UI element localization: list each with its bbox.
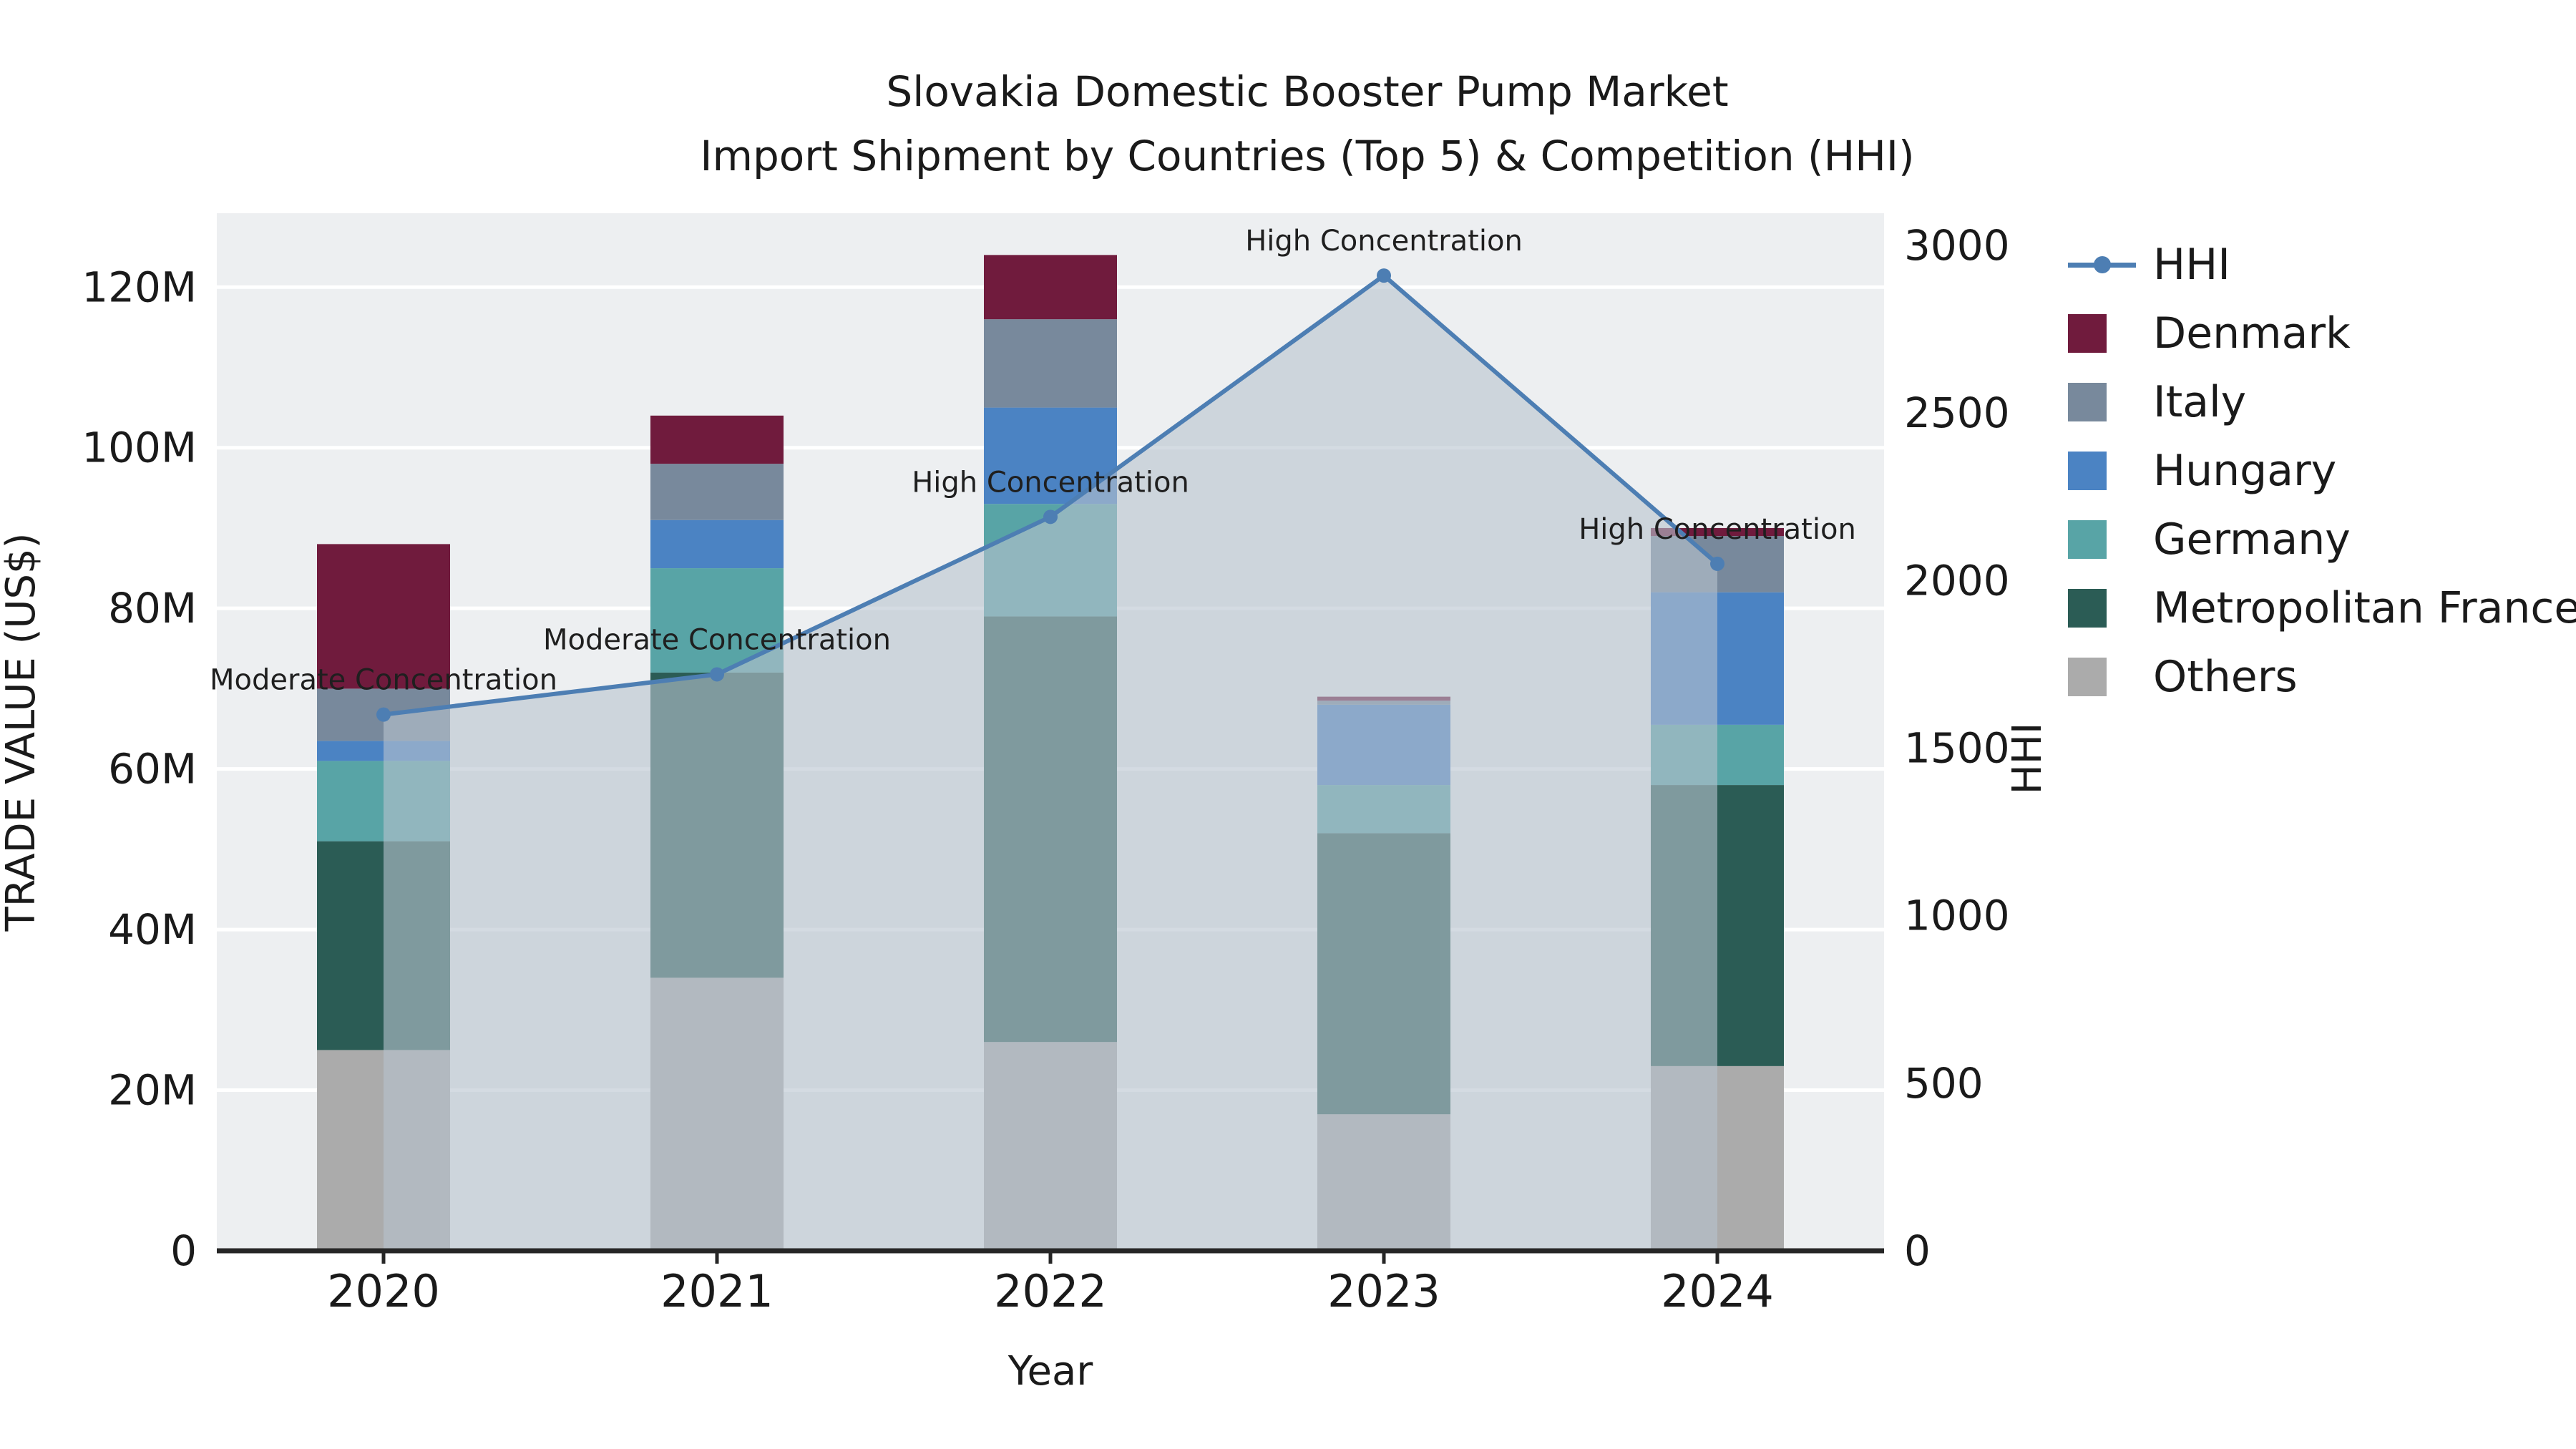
hhi-area: [384, 275, 1717, 1251]
left-tick-label: 100M: [82, 424, 197, 472]
annotation-2023: High Concentration: [1245, 225, 1523, 258]
legend-swatch-germany: [2068, 520, 2107, 559]
hhi-marker-2020: [376, 707, 391, 722]
bar-segment-denmark-2022: [984, 255, 1117, 320]
legend-sample-area: [2068, 658, 2136, 696]
hhi-line-sample-icon: [2068, 256, 2136, 273]
x-tick-label-2023: 2023: [1327, 1265, 1440, 1317]
legend: HHI Denmark Italy Hungary Germany Metropolita…: [2068, 230, 2576, 711]
left-tick-label: 120M: [82, 263, 197, 311]
legend-swatch-metropolitan-france: [2068, 589, 2107, 628]
annotation-2020: Moderate Concentration: [210, 664, 557, 697]
bar-segment-denmark-2024: [1651, 527, 1784, 537]
legend-label-italy: Italy: [2153, 377, 2247, 427]
plot-layers: Moderate Concentration Moderate Concentra…: [82, 213, 2010, 1317]
left-axis-title: TRADE VALUE (US$): [0, 533, 44, 932]
x-tick-label-2021: 2021: [660, 1265, 774, 1317]
x-tick-label-2024: 2024: [1661, 1265, 1774, 1317]
legend-item-metropolitan-france: Metropolitan France: [2068, 574, 2576, 643]
legend-item-hungary: Hungary: [2068, 436, 2576, 505]
right-tick-label: 2500: [1904, 389, 2010, 437]
legend-sample-area: [2068, 256, 2136, 273]
bar-segment-hungary-2021: [650, 519, 784, 569]
right-tick-label: 1500: [1904, 723, 2010, 772]
hhi-marker-2021: [710, 667, 724, 682]
legend-item-others: Others: [2068, 643, 2576, 711]
hhi-marker-2024: [1710, 556, 1724, 571]
left-tick-label: 80M: [108, 584, 197, 633]
right-tick-label: 2000: [1904, 556, 2010, 605]
hhi-marker-dot-icon: [2093, 256, 2111, 273]
legend-label-hhi: HHI: [2153, 240, 2230, 290]
legend-label-germany: Germany: [2153, 514, 2351, 565]
legend-label-hungary: Hungary: [2153, 446, 2337, 496]
legend-sample-area: [2068, 314, 2136, 353]
legend-swatch-hungary: [2068, 452, 2107, 490]
legend-swatch-others: [2068, 658, 2107, 696]
chart-subtitle: Import Shipment by Countries (Top 5) & C…: [700, 132, 1914, 180]
legend-sample-area: [2068, 452, 2136, 490]
left-tick-label: 40M: [108, 905, 197, 954]
bar-segment-italy-2022: [984, 319, 1117, 408]
hhi-marker-2022: [1043, 509, 1058, 525]
left-tick-label: 20M: [108, 1066, 197, 1115]
left-tick-label: 0: [170, 1226, 197, 1275]
legend-item-denmark: Denmark: [2068, 299, 2576, 368]
legend-label-metropolitan-france: Metropolitan France: [2153, 583, 2576, 633]
right-tick-label: 3000: [1904, 221, 2010, 270]
legend-label-others: Others: [2153, 652, 2298, 702]
annotation-2021: Moderate Concentration: [543, 623, 891, 656]
x-tick-label-2022: 2022: [994, 1265, 1107, 1317]
legend-swatch-denmark: [2068, 314, 2107, 353]
legend-sample-area: [2068, 383, 2136, 421]
legend-item-germany: Germany: [2068, 505, 2576, 574]
right-tick-label: 500: [1904, 1059, 1984, 1108]
right-axis-title: HHI: [2004, 723, 2051, 795]
bar-segment-denmark-2020: [317, 544, 450, 689]
legend-swatch-italy: [2068, 383, 2107, 421]
legend-item-hhi: HHI: [2068, 230, 2576, 299]
annotation-2022: High Concentration: [912, 466, 1189, 499]
legend-sample-area: [2068, 520, 2136, 559]
legend-sample-area: [2068, 589, 2136, 628]
right-tick-label: 0: [1904, 1226, 1931, 1275]
hhi-marker-2023: [1377, 268, 1391, 283]
left-tick-label: 60M: [108, 745, 197, 794]
right-tick-label: 1000: [1904, 892, 2010, 940]
legend-item-italy: Italy: [2068, 368, 2576, 436]
bar-segment-denmark-2021: [650, 415, 784, 464]
legend-label-denmark: Denmark: [2153, 308, 2351, 358]
chart-title: Slovakia Domestic Booster Pump Market: [886, 67, 1728, 116]
annotation-2024: High Concentration: [1579, 513, 1856, 546]
x-tick-label-2020: 2020: [327, 1265, 440, 1317]
x-axis-title: Year: [1008, 1348, 1094, 1395]
bar-segment-italy-2021: [650, 464, 784, 520]
